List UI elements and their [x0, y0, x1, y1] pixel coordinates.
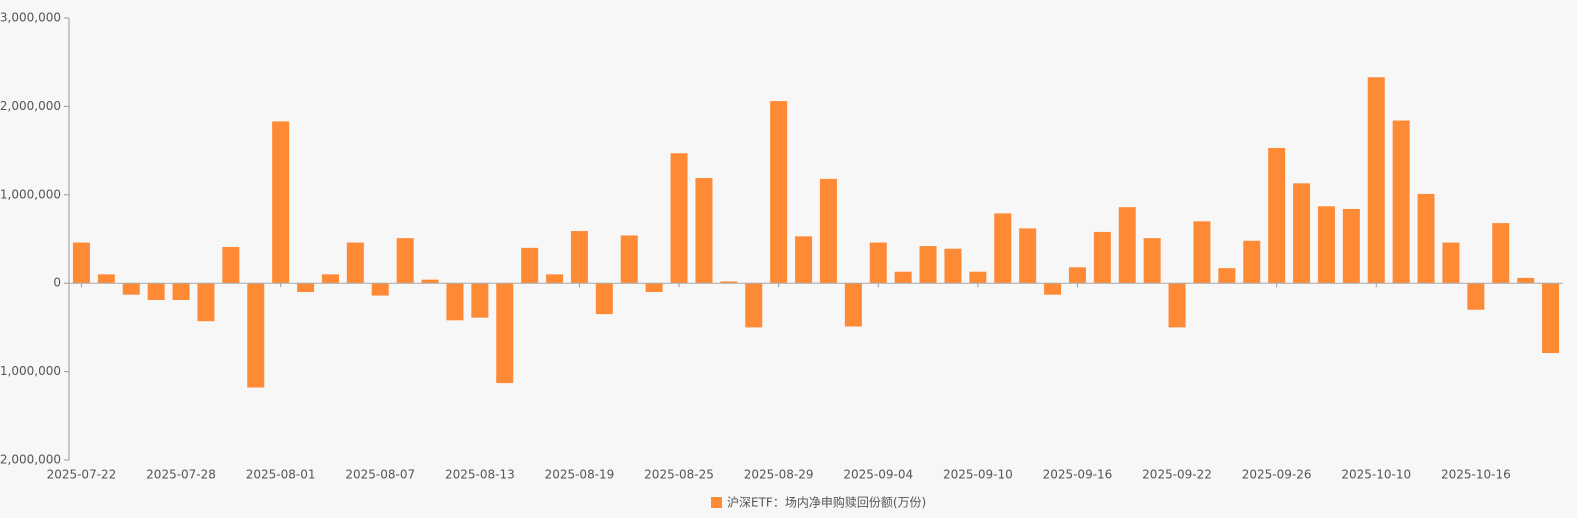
x-tick-label: 2025-08-29 [744, 468, 814, 482]
bar [1392, 120, 1410, 284]
bar [969, 271, 987, 284]
x-tick-label: 2025-09-16 [1043, 468, 1113, 482]
bar [496, 283, 514, 384]
bar [1367, 77, 1385, 284]
x-tick-label: 2025-08-13 [445, 468, 515, 482]
bar [1268, 147, 1286, 284]
bar [222, 246, 240, 284]
bar [1068, 267, 1086, 284]
bar [297, 283, 315, 293]
bar [346, 242, 364, 284]
bar [869, 242, 887, 284]
bar [1492, 223, 1510, 284]
bar [1168, 283, 1186, 328]
y-tick-label: -1,000,000 [0, 364, 61, 378]
bar [1517, 277, 1535, 284]
x-tick-label: 2025-07-28 [146, 468, 216, 482]
bar [1467, 283, 1485, 310]
bar [745, 283, 763, 328]
bar [1218, 268, 1236, 284]
bar [172, 283, 190, 300]
bar [1019, 228, 1037, 284]
bar [147, 283, 165, 300]
bar [1118, 207, 1136, 284]
bar [1193, 221, 1211, 284]
bar [1243, 240, 1261, 284]
bar [819, 178, 837, 284]
bar [944, 248, 962, 284]
bar [720, 281, 738, 284]
y-tick-label: 0 [53, 276, 61, 290]
x-tick-label: 2025-08-25 [644, 468, 714, 482]
x-tick-label: 2025-07-22 [47, 468, 117, 482]
y-tick-label: 1,000,000 [0, 187, 61, 201]
x-tick-label: 2025-09-22 [1142, 468, 1212, 482]
x-tick-label: 2025-08-07 [345, 468, 415, 482]
bar [695, 178, 713, 284]
bar [894, 271, 912, 284]
bar [197, 283, 215, 322]
bar [620, 235, 638, 284]
x-tick-label: 2025-10-10 [1341, 468, 1411, 482]
bar [446, 283, 464, 321]
bar [1317, 206, 1335, 284]
bar [371, 283, 389, 296]
legend-swatch [711, 497, 722, 508]
bar [122, 283, 140, 295]
bar [97, 274, 115, 284]
bar [1542, 283, 1560, 354]
bar [670, 153, 688, 284]
bar [795, 236, 813, 284]
bar [844, 283, 862, 327]
x-tick-label: 2025-09-10 [943, 468, 1013, 482]
bar [272, 121, 290, 284]
bar [595, 283, 613, 315]
y-tick-label: 2,000,000 [0, 99, 61, 113]
bar [1293, 183, 1311, 284]
bar [645, 283, 663, 293]
bar [570, 231, 588, 284]
bar [1093, 231, 1111, 284]
x-tick-label: 2025-09-04 [843, 468, 913, 482]
bar [247, 283, 265, 388]
bar [421, 279, 439, 284]
legend-label: 沪深ETF：场内净申购赎回份额(万份) [727, 495, 926, 510]
bar [994, 213, 1012, 284]
bar [919, 246, 937, 284]
bar [321, 274, 339, 284]
x-tick-label: 2025-08-01 [246, 468, 316, 482]
y-tick-label: -2,000,000 [0, 453, 61, 467]
bar [72, 242, 90, 284]
x-tick-label: 2025-09-26 [1242, 468, 1312, 482]
bar [546, 274, 564, 284]
bar [521, 247, 539, 284]
y-tick-label: 3,000,000 [0, 11, 61, 25]
bar [396, 238, 414, 284]
bar [1342, 208, 1360, 284]
bar [471, 283, 489, 318]
x-tick-label: 2025-08-19 [545, 468, 615, 482]
x-tick-label: 2025-10-16 [1441, 468, 1511, 482]
bar [1143, 238, 1161, 284]
bar [1044, 283, 1062, 295]
bar [1442, 242, 1460, 284]
bar [770, 101, 788, 284]
bar [1417, 193, 1435, 284]
